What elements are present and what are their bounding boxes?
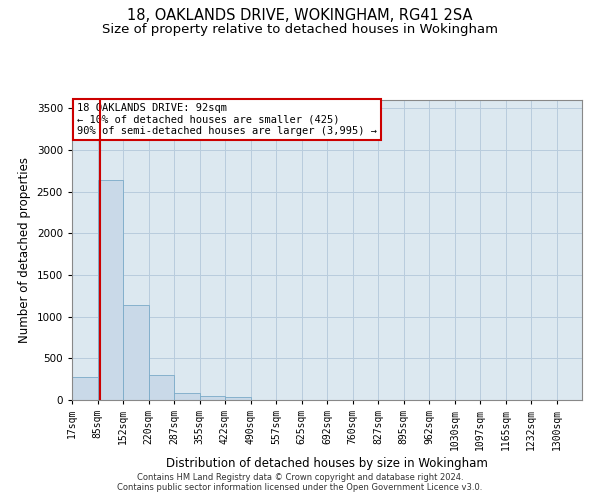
Text: 18, OAKLANDS DRIVE, WOKINGHAM, RG41 2SA: 18, OAKLANDS DRIVE, WOKINGHAM, RG41 2SA bbox=[127, 8, 473, 22]
Y-axis label: Number of detached properties: Number of detached properties bbox=[18, 157, 31, 343]
Text: Distribution of detached houses by size in Wokingham: Distribution of detached houses by size … bbox=[166, 458, 488, 470]
Bar bbox=[149, 375, 174, 400]
Bar bbox=[225, 397, 251, 400]
Bar bbox=[98, 180, 123, 400]
Text: 18 OAKLANDS DRIVE: 92sqm
← 10% of detached houses are smaller (425)
90% of semi-: 18 OAKLANDS DRIVE: 92sqm ← 10% of detach… bbox=[77, 103, 377, 136]
Bar bbox=[123, 305, 149, 400]
Bar bbox=[72, 376, 98, 400]
Bar bbox=[174, 392, 200, 400]
Bar bbox=[200, 396, 225, 400]
Text: Contains HM Land Registry data © Crown copyright and database right 2024.
Contai: Contains HM Land Registry data © Crown c… bbox=[118, 473, 482, 492]
Text: Size of property relative to detached houses in Wokingham: Size of property relative to detached ho… bbox=[102, 22, 498, 36]
